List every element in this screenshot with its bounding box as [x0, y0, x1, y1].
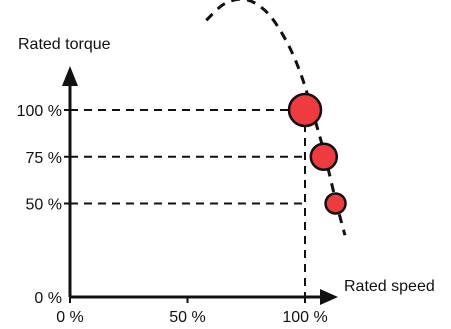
y-tick-label-2: 75 % — [26, 150, 62, 167]
y-axis-arrow — [62, 66, 78, 86]
x-axis-label: Rated speed — [344, 278, 435, 295]
data-point-2 — [324, 192, 347, 215]
y-tick-label-3: 100 % — [17, 103, 62, 120]
y-tick-label-0: 0 % — [34, 290, 62, 307]
axis-ticks: 0 % 50 % 75 % 100 % 0 % 50 % 100 % — [17, 103, 328, 326]
y-tick-label-1: 50 % — [26, 197, 62, 214]
x-axis-arrow — [320, 289, 338, 305]
x-tick-label-2: 100 % — [282, 309, 327, 326]
x-tick-label-0: 0 % — [56, 309, 84, 326]
data-point-0 — [287, 92, 323, 128]
y-axis-label: Rated torque — [18, 36, 111, 53]
data-points — [287, 92, 347, 215]
limit-curve — [205, 0, 347, 236]
guide-lines — [70, 109, 306, 297]
data-point-1 — [309, 142, 339, 171]
x-tick-label-1: 50 % — [169, 309, 205, 326]
